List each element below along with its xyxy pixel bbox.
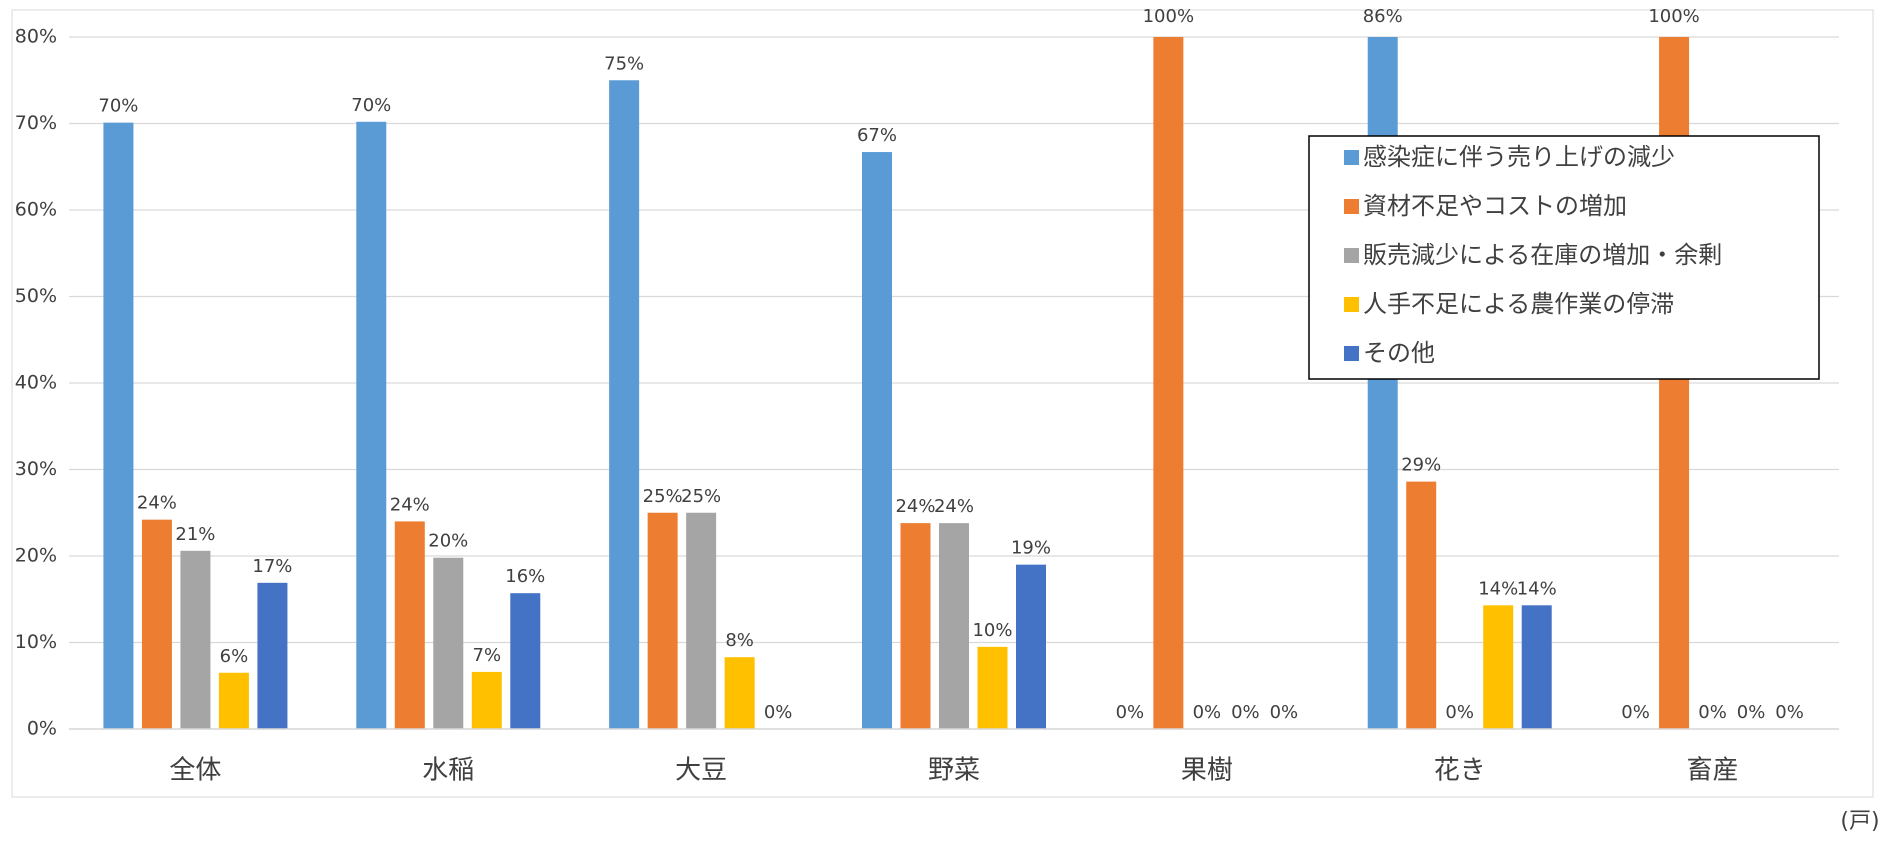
bar [394,521,425,729]
y-tick-label: 70% [15,112,57,134]
value-label: 0% [764,702,793,723]
legend-box [1308,135,1820,380]
bar [103,122,134,729]
value-label: 0% [1231,702,1260,723]
y-tick-label: 30% [15,458,57,480]
y-tick-label: 0% [27,718,57,740]
value-label: 19% [1011,538,1051,559]
bar [686,512,717,729]
bar [609,80,640,729]
legend-label: 人手不足による農作業の停滞 [1363,290,1674,318]
value-label: 14% [1478,578,1518,599]
legend-label: その他 [1363,339,1435,367]
x-tick-label: 花き [1434,756,1486,786]
bar [356,121,387,729]
bar [471,671,502,729]
value-label: 70% [98,96,138,117]
bar [433,557,464,729]
value-label: 0% [1193,702,1222,723]
bar [900,523,931,729]
value-label: 24% [137,493,177,514]
value-label: 0% [1621,702,1650,723]
bar [1016,564,1046,729]
legend-swatch [1344,199,1359,214]
value-label: 75% [604,53,644,74]
bar [939,523,969,729]
value-label: 29% [1401,455,1441,476]
value-label: 20% [428,531,468,552]
value-label: 24% [934,496,974,517]
y-tick-label: 20% [15,545,57,567]
unit-note: (戸) [1840,809,1879,834]
legend-swatch [1344,297,1359,312]
legend-swatch [1344,346,1359,361]
y-tick-label: 10% [15,631,57,653]
value-label: 86% [1363,6,1403,27]
value-label: 21% [175,524,215,545]
value-label: 0% [1698,702,1727,723]
x-tick-label: 果樹 [1181,756,1233,786]
x-tick-label: 大豆 [675,756,727,786]
value-label: 100% [1143,6,1194,27]
legend-label: 感染症に伴う売り上げの減少 [1363,143,1675,171]
value-label: 14% [1517,578,1557,599]
x-tick-label: 全体 [169,756,221,786]
legend-swatch [1344,248,1359,263]
y-tick-label: 60% [15,199,57,221]
value-label: 8% [725,630,754,651]
value-label: 0% [1445,702,1474,723]
bar [218,672,249,729]
value-label: 17% [252,556,292,577]
value-label: 70% [351,95,391,116]
bar [1483,605,1514,729]
value-label: 16% [505,566,545,587]
legend-swatch [1344,150,1359,165]
value-label: 6% [220,646,249,667]
value-label: 24% [390,494,430,515]
y-tick-label: 50% [15,285,57,307]
y-tick-label: 80% [15,26,57,48]
bar [180,550,211,729]
bar [977,646,1008,729]
value-label: 0% [1270,702,1299,723]
bar [1406,481,1437,729]
value-label: 0% [1775,702,1804,723]
x-tick-label: 畜産 [1687,756,1739,786]
bar [257,582,288,729]
value-label: 100% [1648,6,1699,27]
legend-label: 販売減少による在庫の増加・余剰 [1363,241,1722,269]
x-tick-label: 水稲 [422,756,474,786]
bar [1521,605,1552,729]
bar [724,657,755,729]
chart-border [11,9,1874,798]
legend-label: 資材不足やコストの増加 [1363,192,1627,220]
value-label: 24% [895,496,935,517]
bar [647,512,678,729]
value-label: 25% [681,486,721,507]
x-tick-label: 野菜 [928,756,980,786]
y-tick-label: 40% [15,372,57,394]
value-label: 7% [473,645,502,666]
bar [1153,37,1184,729]
bar [510,593,541,729]
value-label: 67% [857,125,897,146]
bar [862,152,892,730]
value-label: 0% [1116,702,1145,723]
value-label: 10% [972,620,1012,641]
value-label: 25% [643,486,683,507]
value-label: 0% [1737,702,1766,723]
bar [141,519,172,729]
